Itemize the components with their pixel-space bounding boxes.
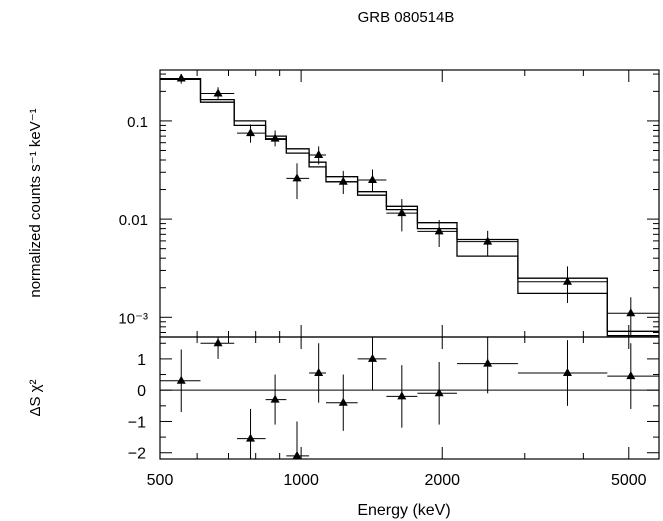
data-marker	[213, 88, 223, 97]
spectrum-data-points	[160, 73, 659, 337]
residual-y-tick-label: 0	[137, 383, 146, 400]
spectrum-plot-frame	[159, 69, 660, 338]
data-marker	[176, 73, 186, 82]
y-tick-label: 10⁻³	[118, 310, 148, 327]
residual-y-tick-label: −2	[128, 446, 146, 463]
data-marker	[368, 175, 378, 184]
data-marker	[270, 394, 280, 403]
x-tick-label: 1000	[283, 472, 319, 489]
residual-y-label: ΔS χ²	[27, 379, 44, 416]
data-marker	[246, 128, 256, 137]
data-marker	[483, 236, 493, 245]
model-step-line	[160, 77, 659, 337]
data-marker	[397, 208, 407, 217]
data-marker	[434, 388, 444, 397]
y-tick-label: 0.1	[127, 114, 148, 131]
spectrum-panel: normalized counts s⁻¹ keV⁻¹ 10⁻³ 0.01 0.1	[27, 69, 660, 338]
residual-data-points	[160, 337, 659, 459]
data-marker	[270, 133, 280, 142]
data-marker	[338, 176, 348, 185]
data-marker	[292, 173, 302, 182]
data-marker	[314, 367, 324, 376]
data-marker	[562, 367, 572, 376]
data-marker	[292, 450, 302, 459]
model-step-line	[160, 78, 659, 332]
x-axis-label: Energy (keV)	[357, 502, 450, 519]
x-tick-label: 2000	[424, 472, 460, 489]
data-marker	[626, 371, 636, 380]
data-marker	[483, 358, 493, 367]
data-marker	[246, 433, 256, 442]
data-marker	[314, 149, 324, 158]
data-marker	[213, 338, 223, 347]
x-tick-label: 500	[147, 472, 174, 489]
y-tick-label: 0.01	[119, 212, 148, 229]
data-marker	[338, 397, 348, 406]
residual-plot-frame	[159, 336, 660, 460]
data-marker	[176, 375, 186, 384]
residual-y-tick-label: −1	[128, 414, 146, 431]
spectrum-model-steps	[160, 77, 659, 337]
residual-axis-ticks: −2 −1 0 1 500 1000 2000 5000	[128, 337, 659, 489]
data-marker	[434, 226, 444, 235]
spectrum-y-label: normalized counts s⁻¹ keV⁻¹	[27, 108, 44, 297]
chart-title: GRB 080514B	[358, 9, 455, 26]
x-tick-label: 5000	[611, 472, 647, 489]
residual-y-tick-label: 1	[137, 352, 146, 369]
data-marker	[562, 276, 572, 285]
data-marker	[626, 308, 636, 317]
data-marker	[368, 353, 378, 362]
residual-panel: ΔS χ² Energy (keV) −2 −1 0 1 500 1000 2000 5000	[27, 336, 660, 519]
spectrum-axis-ticks: 10⁻³ 0.01 0.1	[118, 70, 659, 337]
data-marker	[397, 391, 407, 400]
